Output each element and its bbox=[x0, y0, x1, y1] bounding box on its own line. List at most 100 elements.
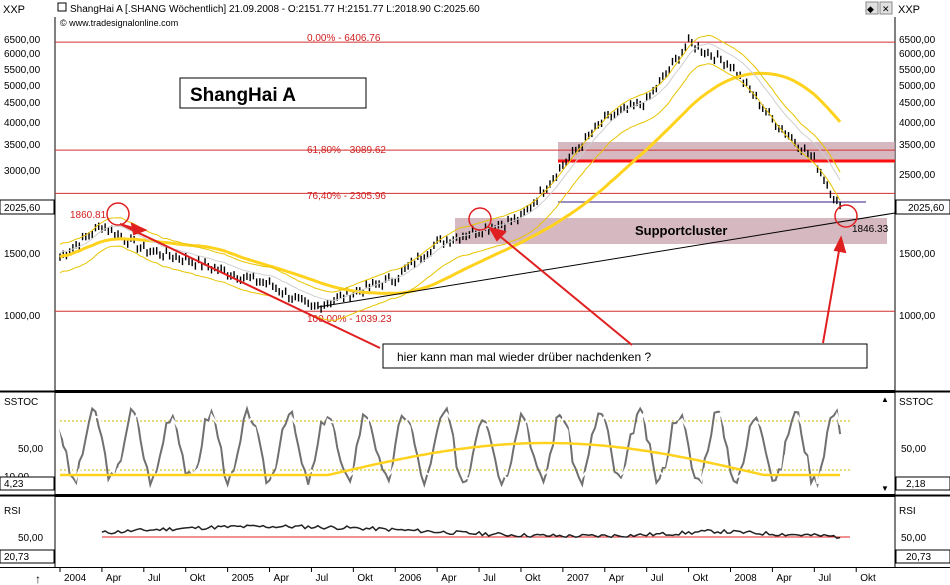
x-tick-label: Jul bbox=[148, 573, 161, 584]
arrowhead-2004 bbox=[130, 222, 148, 236]
rsi-val-right: 20,73 bbox=[906, 552, 931, 563]
x-tick-label: 2005 bbox=[232, 573, 255, 584]
price-axis-left: 6500,00 6000,00 5500,00 5000,00 4500,00 … bbox=[4, 35, 41, 322]
sstoc-tick-right: 50,00 bbox=[901, 444, 926, 455]
fib-label-61: 61,80% - 3089.62 bbox=[307, 145, 386, 156]
sstoc-val-left: 4,23 bbox=[4, 479, 24, 490]
rsi-tick-right: 50,00 bbox=[901, 533, 926, 544]
x-axis: 2004 Apr Jul Okt 2005 Apr Jul Okt 2006 Apr Jul Okt 2… bbox=[59, 567, 876, 584]
chart-header: ShangHai A [.SHANG Wöchentlich] 21.09.20… bbox=[70, 4, 480, 15]
arrow-to-mid-high bbox=[495, 232, 633, 346]
cursor-marker[interactable]: ↑ bbox=[35, 572, 41, 585]
rsi-label-left: RSI bbox=[4, 506, 21, 517]
watermark: © www.tradesignalonline.com bbox=[60, 18, 178, 28]
window-button-diamond[interactable] bbox=[865, 1, 879, 15]
x-tick-label: Okt bbox=[525, 573, 541, 584]
x-tick-label: Jul bbox=[483, 573, 496, 584]
fib-label-100: 100,00% - 1039.23 bbox=[307, 314, 392, 325]
trendline-black bbox=[317, 212, 896, 308]
close-icon: ✕ bbox=[882, 4, 890, 14]
left-axis bbox=[0, 17, 55, 567]
x-tick-label: Jul bbox=[315, 573, 328, 584]
x-tick-label: Okt bbox=[357, 573, 373, 584]
title-box-text: ShangHai A bbox=[190, 85, 296, 106]
circle-2006-high bbox=[468, 207, 492, 231]
tick-5000-r: 5000,00 bbox=[899, 81, 936, 92]
arrow-to-low bbox=[822, 244, 841, 344]
tick-4500: 4500,00 bbox=[4, 98, 41, 109]
diamond-icon: ◆ bbox=[867, 4, 874, 14]
rsi-val-tag-right bbox=[895, 549, 950, 564]
ma-short-line bbox=[59, 43, 841, 301]
tick-6500-r: 6500,00 bbox=[899, 35, 936, 46]
x-tick-label: Jul bbox=[651, 573, 664, 584]
sstoc-up-marker[interactable]: ▲ bbox=[881, 395, 889, 404]
x-tick-label: Apr bbox=[441, 573, 457, 584]
arrowhead-mid bbox=[487, 226, 507, 242]
x-tick-label: 2007 bbox=[567, 573, 590, 584]
x-tick-label: Apr bbox=[609, 573, 625, 584]
sstoc-tick-left: 50,00 bbox=[18, 444, 43, 455]
x-tick-label: Okt bbox=[860, 573, 876, 584]
tick-4000: 4000,00 bbox=[4, 118, 41, 129]
ma-long-line bbox=[59, 71, 842, 295]
annotation-arrows bbox=[119, 222, 847, 346]
rsi-panel bbox=[55, 497, 895, 567]
label-1846: 1846.33 bbox=[852, 224, 889, 235]
tick-4500-r: 4500,00 bbox=[899, 98, 936, 109]
rsi-val-tag-left bbox=[0, 549, 55, 564]
tick-5500-r: 5500,00 bbox=[899, 65, 936, 76]
tick-3000: 3000,00 bbox=[4, 166, 41, 177]
corner-left: XXP bbox=[3, 4, 25, 16]
tick-1500: 1500,00 bbox=[4, 249, 41, 260]
x-tick-label: Apr bbox=[106, 573, 122, 584]
x-tick-label: Apr bbox=[776, 573, 792, 584]
header-checkbox-icon[interactable] bbox=[57, 2, 67, 12]
x-tick-label: 2008 bbox=[735, 573, 758, 584]
x-axis-bar bbox=[0, 567, 950, 585]
corner-right: XXP bbox=[898, 4, 920, 16]
sstoc-label-left: SSTOC bbox=[4, 397, 38, 408]
x-tick-label: Apr bbox=[274, 573, 290, 584]
sstoc-val-tag-right bbox=[895, 476, 950, 491]
trendline-red bbox=[119, 223, 381, 349]
tick-1000: 1000,00 bbox=[4, 311, 41, 322]
support-zone-upper bbox=[558, 142, 895, 162]
tick-6000: 6000,00 bbox=[4, 49, 41, 60]
header-bar bbox=[0, 0, 950, 17]
last-price-tag-right bbox=[895, 199, 950, 215]
circle-2008-low bbox=[834, 204, 858, 228]
sstoc-layer bbox=[59, 405, 842, 489]
band-upper-line bbox=[59, 34, 841, 293]
last-price-left: 2025,60 bbox=[4, 203, 41, 214]
comment-box bbox=[382, 343, 868, 369]
rsi-label-right: RSI bbox=[899, 506, 916, 517]
x-tick-label: 2004 bbox=[64, 573, 87, 584]
tick-1000-r: 1000,00 bbox=[899, 311, 936, 322]
supportcluster-label: Supportcluster bbox=[635, 223, 727, 238]
tick-3500-r: 3500,00 bbox=[899, 140, 936, 151]
window-button-close[interactable] bbox=[879, 1, 893, 15]
last-price-tag-left bbox=[0, 199, 55, 215]
right-axis bbox=[895, 17, 950, 567]
tick-5000: 5000,00 bbox=[4, 81, 41, 92]
x-tick-label: Okt bbox=[190, 573, 206, 584]
fib-label-0: 0,00% - 6406.76 bbox=[307, 33, 381, 44]
arrowhead-low bbox=[833, 235, 847, 254]
rsi-tick-left: 50,00 bbox=[18, 533, 43, 544]
sstoc-k-line bbox=[59, 405, 842, 489]
sstoc-label-right: SSTOC bbox=[899, 397, 933, 408]
fib-lines bbox=[55, 41, 895, 312]
tick-2500-r: 2500,00 bbox=[899, 170, 936, 181]
price-layer bbox=[59, 34, 842, 321]
x-tick-label: 2006 bbox=[399, 573, 422, 584]
label-1860: 1860.81 bbox=[70, 210, 107, 221]
price-axis-right: 6500,00 6000,00 5500,00 5000,00 4500,00 … bbox=[899, 35, 936, 322]
last-price-right: 2025,60 bbox=[908, 203, 945, 214]
comment-text: hier kann man mal wieder drüber nachdenk… bbox=[397, 350, 651, 364]
fib-label-76: 76,40% - 2305.96 bbox=[307, 191, 386, 202]
sstoc-d-line bbox=[59, 408, 842, 485]
sstoc-down-marker[interactable]: ▼ bbox=[881, 484, 889, 493]
circle-2004-high bbox=[106, 202, 130, 226]
